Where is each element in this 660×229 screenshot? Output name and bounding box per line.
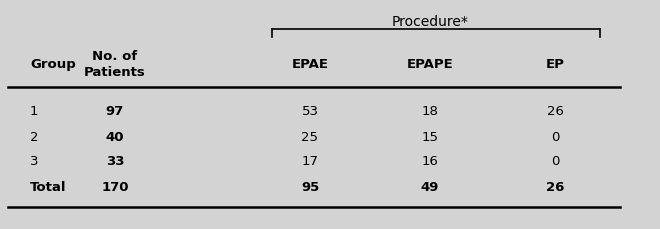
Text: 40: 40 <box>106 131 124 144</box>
Text: 170: 170 <box>101 181 129 194</box>
Text: Procedure*: Procedure* <box>391 15 469 29</box>
Text: EPAE: EPAE <box>292 58 329 71</box>
Text: 16: 16 <box>422 155 438 168</box>
Text: 33: 33 <box>106 155 124 168</box>
Text: 26: 26 <box>546 105 564 118</box>
Text: 17: 17 <box>302 155 319 168</box>
Text: 49: 49 <box>421 181 439 194</box>
Text: 26: 26 <box>546 181 564 194</box>
Text: 15: 15 <box>422 131 438 144</box>
Text: 0: 0 <box>551 155 559 168</box>
Text: 53: 53 <box>302 105 319 118</box>
Text: 0: 0 <box>551 131 559 144</box>
Text: 97: 97 <box>106 105 124 118</box>
Text: 95: 95 <box>301 181 319 194</box>
Text: No. of
Patients: No. of Patients <box>84 50 146 79</box>
Text: Total: Total <box>30 181 67 194</box>
Text: 3: 3 <box>30 155 38 168</box>
Text: 18: 18 <box>422 105 438 118</box>
Text: 1: 1 <box>30 105 38 118</box>
Text: 25: 25 <box>302 131 319 144</box>
Text: Group: Group <box>30 58 76 71</box>
Text: EP: EP <box>546 58 564 71</box>
Text: EPAPE: EPAPE <box>407 58 453 71</box>
Text: 2: 2 <box>30 131 38 144</box>
